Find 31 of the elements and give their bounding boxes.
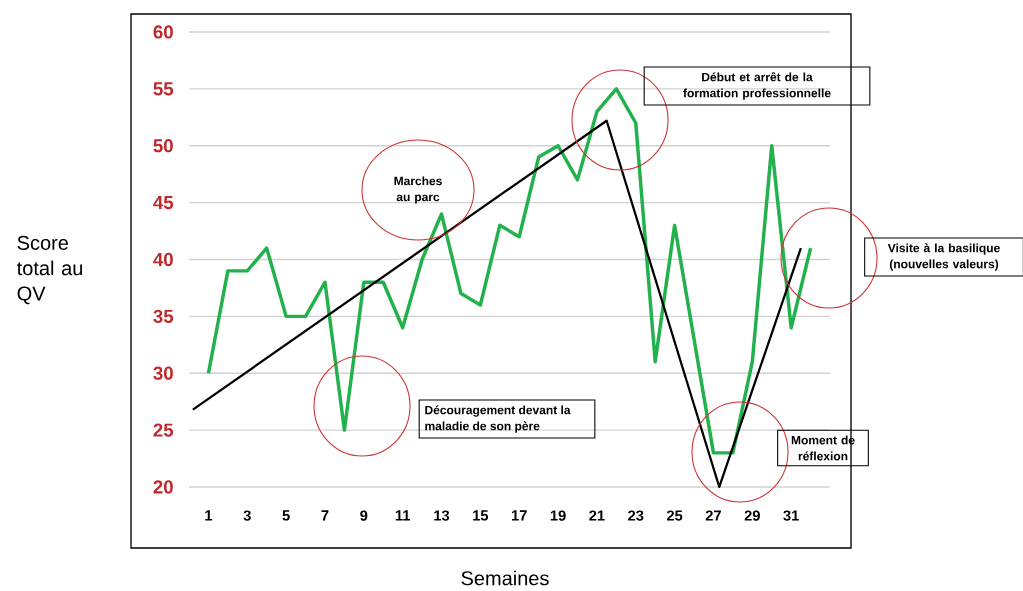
annotation: Découragement devant la maladie de son père	[425, 405, 571, 433]
x-tick-label: 27	[705, 510, 721, 521]
y-axis-title: Score total au QV	[16, 235, 83, 305]
x-tick-label: 31	[783, 510, 799, 521]
y-tick-label: 50	[153, 139, 173, 153]
x-tick-label: 7	[321, 510, 329, 521]
x-tick-label: 13	[434, 510, 450, 521]
x-tick-label: 1	[205, 510, 213, 521]
y-tick-label: 45	[153, 196, 174, 210]
y-tick-label: 20	[153, 480, 173, 494]
text: Visite à la basilique (nouvelles valeurs)	[887, 243, 1000, 271]
x-tick-label: 15	[473, 510, 489, 521]
annotation: Marches au parc	[394, 176, 442, 204]
x-tick-label: 5	[282, 510, 290, 521]
x-tick-label: 29	[744, 510, 760, 521]
y-tick-label: 35	[153, 309, 174, 323]
x-tick-label: 21	[589, 510, 605, 521]
x-tick-label: 19	[550, 510, 566, 521]
y-tick-label: 55	[153, 82, 174, 96]
y-tick-label: 60	[153, 25, 173, 39]
x-axis-title: Semaines	[461, 570, 549, 586]
y-tick-label: 40	[153, 252, 173, 267]
y-tick-label: 30	[153, 366, 173, 380]
y-tick-label: 25	[153, 423, 174, 437]
x-tick-label: 11	[395, 510, 411, 521]
x-tick-label: 25	[666, 510, 683, 521]
x-tick-label: 17	[511, 510, 527, 521]
x-tick-label: 23	[628, 510, 644, 521]
x-tick-label: 9	[360, 510, 368, 521]
x-tick-label: 3	[243, 510, 251, 521]
annotation: Début et arrêt de la formation professionnelle	[683, 72, 831, 100]
